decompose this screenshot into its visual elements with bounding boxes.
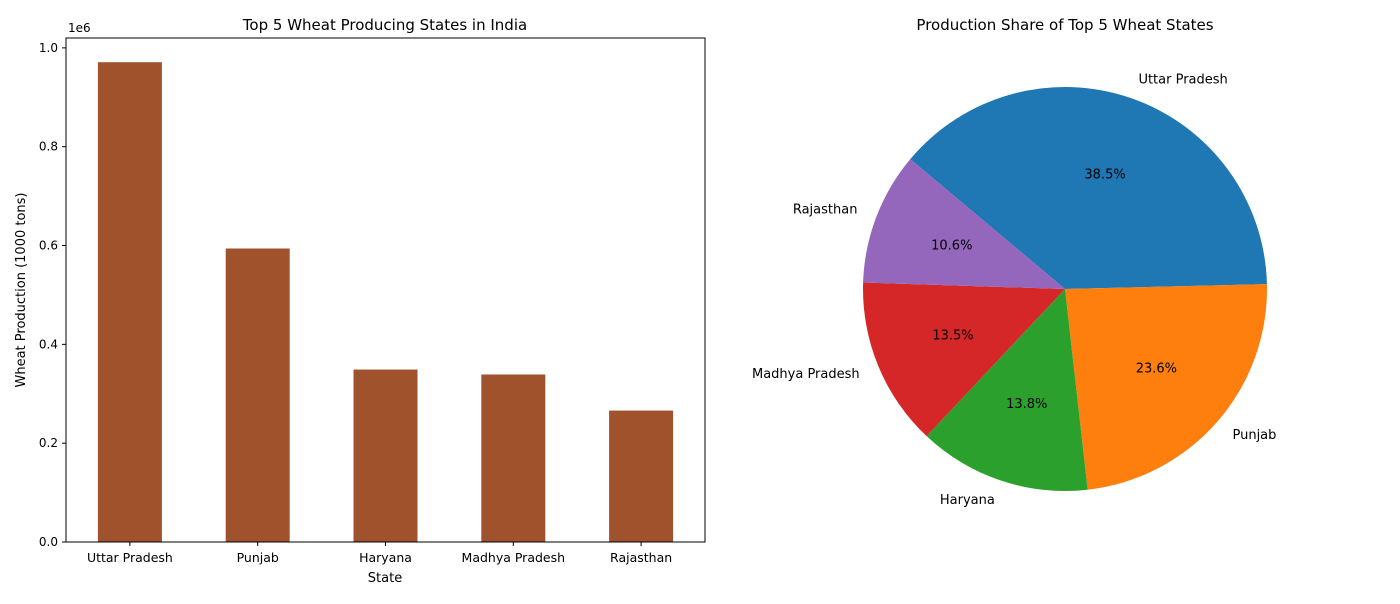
bar-rajasthan	[609, 410, 674, 542]
pie-slice-punjab	[1065, 284, 1267, 490]
y-tick-label: 0.4	[39, 337, 58, 351]
x-tick-label: Haryana	[359, 550, 412, 565]
y-axis-ticks: 0.0 0.2 0.4 0.6 0.8 1.0	[39, 41, 66, 549]
x-axis-ticks: Uttar Pradesh Punjab Haryana Madhya Pradesh…	[87, 542, 672, 565]
y-tick-label: 0.2	[39, 436, 58, 450]
pie-label: Madhya Pradesh	[752, 367, 860, 382]
bar-chart: Top 5 Wheat Producing States in India 1e…	[14, 16, 706, 586]
y-tick-label: 0.0	[39, 535, 58, 549]
bar-haryana	[353, 369, 418, 542]
y-tick-label: 0.8	[39, 140, 58, 154]
bar-madhya-pradesh	[481, 374, 546, 542]
pie-percent-label: 13.8%	[1006, 397, 1047, 412]
pie-label: Haryana	[940, 493, 995, 508]
y-axis-offset-label: 1e6	[68, 21, 91, 35]
pie-percent-label: 10.6%	[931, 239, 972, 254]
x-tick-label: Punjab	[237, 550, 279, 565]
y-tick-label: 0.6	[39, 239, 58, 253]
pie-chart-title: Production Share of Top 5 Wheat States	[916, 16, 1213, 34]
pie-percent-label: 38.5%	[1084, 168, 1125, 183]
x-axis-label: State	[368, 571, 402, 586]
y-axis-label: Wheat Production (1000 tons)	[14, 192, 29, 387]
bar-punjab	[225, 248, 290, 542]
pie-slice-rajasthan	[863, 159, 1065, 289]
pie-slice-haryana	[926, 289, 1088, 491]
pie-slice-madhya-pradesh	[862, 282, 1065, 437]
pie-label: Uttar Pradesh	[1138, 72, 1227, 87]
x-tick-label: Rajasthan	[610, 550, 672, 565]
pie-label: Rajasthan	[793, 203, 858, 218]
pie-labels: Uttar Pradesh 38.5% Punjab 23.6% Haryana 13.8…	[752, 72, 1276, 508]
x-tick-label: Uttar Pradesh	[87, 550, 173, 565]
pie-chart: Production Share of Top 5 Wheat States U…	[752, 16, 1276, 508]
pie-label: Punjab	[1232, 428, 1276, 443]
bar-uttar-pradesh	[97, 62, 162, 543]
pie-slices	[862, 87, 1267, 491]
bar-plot-frame	[65, 37, 706, 543]
bar-series	[97, 62, 674, 543]
bar-chart-title: Top 5 Wheat Producing States in India	[242, 16, 527, 34]
pie-percent-label: 23.6%	[1136, 362, 1177, 377]
x-tick-label: Madhya Pradesh	[462, 550, 566, 565]
pie-slice-uttar-pradesh	[910, 87, 1267, 289]
y-tick-label: 1.0	[39, 41, 58, 55]
pie-percent-label: 13.5%	[932, 328, 973, 343]
